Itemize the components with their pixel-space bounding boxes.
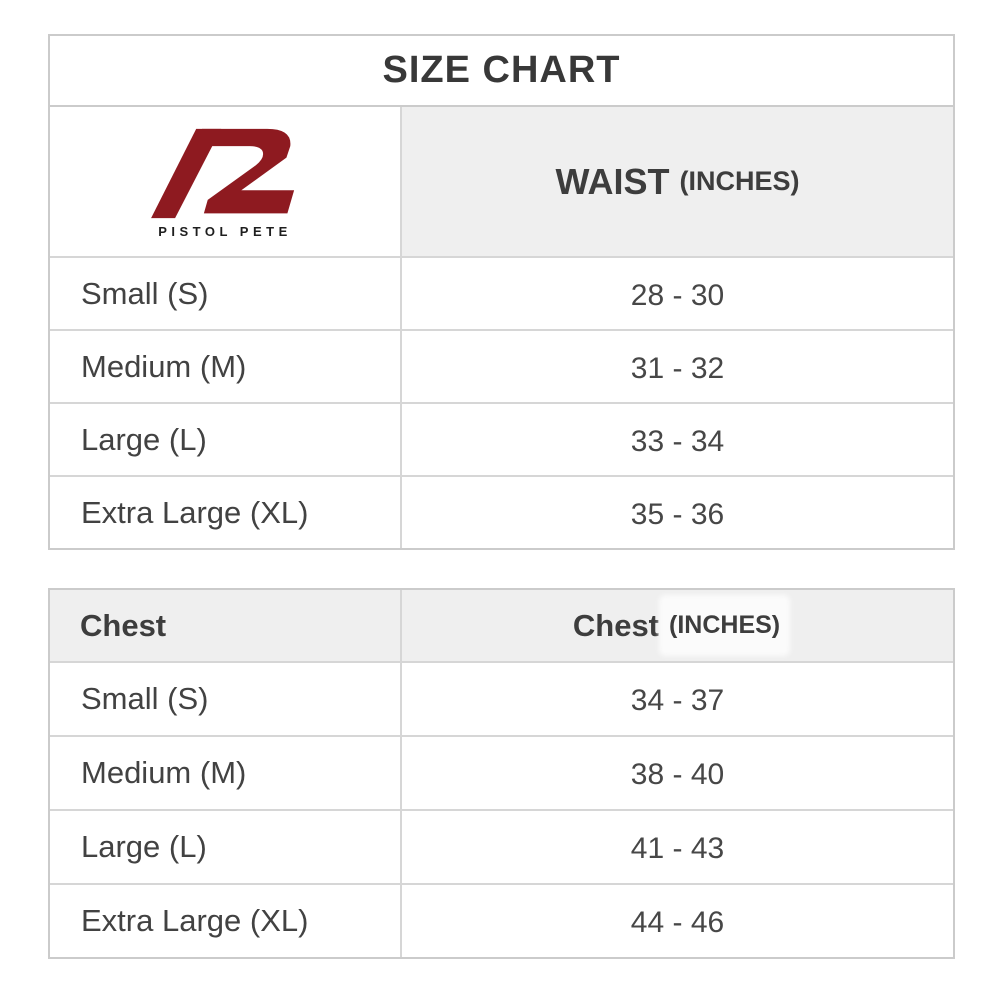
table-row: Extra Large (XL) 35 - 36 [50,475,953,548]
range-value: 38 - 40 [400,737,953,809]
table-row: Small (S) 28 - 30 [50,256,953,329]
size-label: Extra Large (XL) [81,494,309,530]
table-row: Large (L) 41 - 43 [50,809,953,883]
chest-size-table: Chest Chest (INCHES) Small (S) 34 - 37 M… [48,588,955,959]
range-value: 31 - 32 [400,331,953,402]
pistol-pete-logo-icon [151,128,295,218]
table-row: Medium (M) 31 - 32 [50,329,953,402]
size-label: Medium (M) [81,348,247,384]
chest-header-unit: (INCHES) [667,603,783,648]
size-label: Small (S) [81,275,209,311]
range-value: 44 - 46 [400,885,953,957]
size-chart-title-row: SIZE CHART [50,36,953,107]
chest-header-left-cell: Chest [50,590,400,661]
waist-header-cell: WAIST (INCHES) [400,107,953,256]
size-label: Large (L) [81,829,207,864]
page-title: SIZE CHART [382,49,621,91]
chest-header-row: Chest Chest (INCHES) [50,590,953,661]
table-row: Extra Large (XL) 44 - 46 [50,883,953,957]
waist-header-label: WAIST [555,160,670,202]
waist-header-unit: (INCHES) [679,166,800,196]
chest-left-label: Chest [80,607,167,643]
size-label: Small (S) [81,681,209,716]
brand-name: PISTOL PETE [158,223,292,239]
table-row: Large (L) 33 - 34 [50,402,953,475]
table-row: Medium (M) 38 - 40 [50,735,953,809]
range-value: 28 - 30 [400,258,953,329]
range-value: 41 - 43 [400,811,953,883]
waist-header-row: PISTOL PETE WAIST (INCHES) [50,107,953,256]
waist-size-table: SIZE CHART PISTOL PETE WAIST (INCHES) Sm… [48,34,955,550]
table-row: Small (S) 34 - 37 [50,661,953,735]
range-value: 34 - 37 [400,663,953,735]
size-label: Medium (M) [81,755,247,790]
chest-header-cell: Chest (INCHES) [400,590,953,661]
size-label: Large (L) [81,421,207,457]
brand-logo-cell: PISTOL PETE [50,107,400,256]
range-value: 35 - 36 [400,477,953,548]
chest-header-label: Chest [572,607,660,643]
size-label: Extra Large (XL) [81,903,309,938]
range-value: 33 - 34 [400,404,953,475]
